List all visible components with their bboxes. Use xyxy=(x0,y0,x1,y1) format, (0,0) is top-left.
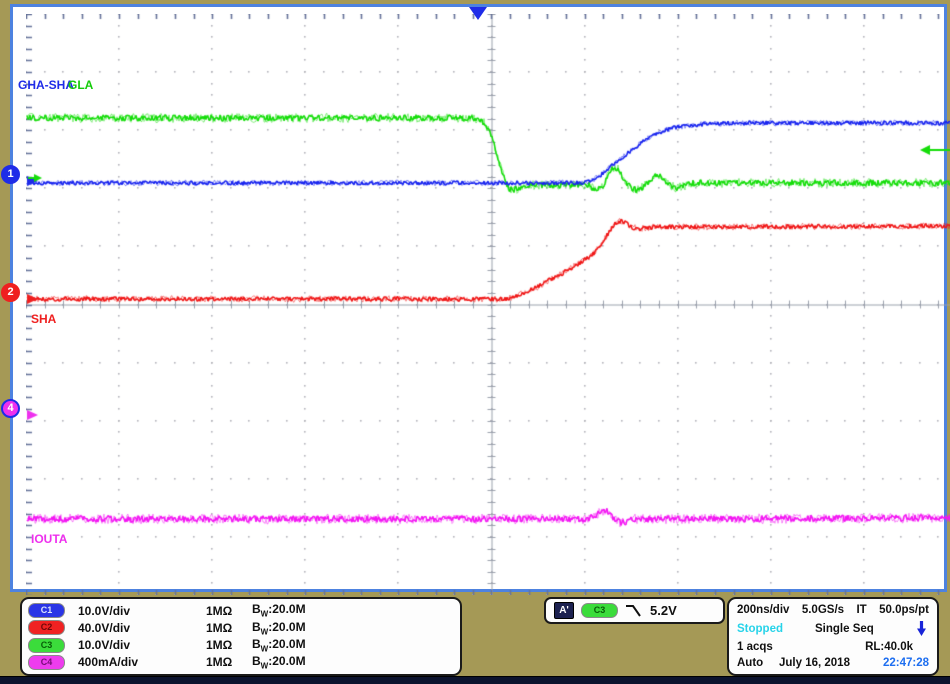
channel-4-readout[interactable]: C4 400mA/div 1MΩ BW:20.0M xyxy=(28,654,454,671)
channel-2-readout[interactable]: C2 40.0V/div 1MΩ BW:20.0M xyxy=(28,620,454,636)
channel-3-impedance: 1MΩ xyxy=(206,638,233,653)
channel-3-readout[interactable]: C3 10.0V/div 1MΩ BW:20.0M xyxy=(28,637,454,653)
trace-label-gha-sha: GHA-SHA xyxy=(18,78,74,92)
sample-resolution: 50.0ps/pt xyxy=(879,604,929,616)
channel-2-impedance: 1MΩ xyxy=(206,620,233,635)
sampling-mode: IT xyxy=(856,604,867,616)
channel-1-bandwidth: BW:20.0M xyxy=(252,602,306,619)
channel-2-position-marker[interactable]: 2 xyxy=(1,283,20,302)
trigger-readout-box[interactable]: A' C3 5.2V xyxy=(544,597,725,624)
channel-2-badge[interactable]: C2 xyxy=(28,620,65,636)
trigger-mode: Auto xyxy=(737,657,764,669)
channel-1-readout[interactable]: C1 10.0V/div 1MΩ BW:20.0M xyxy=(28,602,454,619)
vertical-readout-box: C1 10.0V/div 1MΩ BW:20.0M C2 40.0V/div 1… xyxy=(20,597,462,676)
channel-2-scale: 40.0V/div xyxy=(78,620,131,635)
timebase-readout[interactable]: 200ns/div 5.0GS/s IT 50.0ps/pt xyxy=(737,604,929,616)
waveform-display xyxy=(26,14,950,595)
channel-1-scale: 10.0V/div xyxy=(78,603,131,618)
trigger-source-badge[interactable]: C3 xyxy=(581,603,618,618)
channel-3-bandwidth: BW:20.0M xyxy=(252,636,306,654)
channel-4-position-marker[interactable]: 4 xyxy=(1,399,20,418)
trigger-a-badge: A' xyxy=(554,602,574,619)
falling-edge-icon xyxy=(626,605,641,617)
acquisition-count-row: 1 acqs RL:40.0k xyxy=(737,641,929,653)
trigger-mode-row: Auto July 16, 2018 22:47:28 xyxy=(737,657,929,669)
channel-4-impedance: 1MΩ xyxy=(206,655,233,670)
trace-label-sha: SHA xyxy=(31,312,57,326)
channel-1-position-marker[interactable]: 1 xyxy=(1,165,20,184)
arrow-down-icon xyxy=(917,621,926,636)
graticule-screen xyxy=(10,4,950,595)
date-label: July 16, 2018 xyxy=(779,657,850,669)
trigger-level-value: 5.2V xyxy=(650,603,677,618)
trace-label-iouta: IOUTA xyxy=(31,532,68,546)
trace-label-gla: GLA xyxy=(68,78,94,92)
acquisition-readout-box: 200ns/div 5.0GS/s IT 50.0ps/pt Stopped S… xyxy=(727,597,939,676)
clock-time: 22:47:28 xyxy=(882,657,929,669)
channel-4-scale: 400mA/div xyxy=(78,655,139,670)
timebase-scale: 200ns/div xyxy=(737,604,790,616)
bottom-taskbar-strip xyxy=(0,676,950,684)
channel-1-impedance: 1MΩ xyxy=(206,603,233,618)
acquisition-status: Stopped xyxy=(737,622,783,635)
record-length: RL:40.0k xyxy=(865,641,913,653)
channel-3-badge[interactable]: C3 xyxy=(28,637,65,653)
channel-1-badge[interactable]: C1 xyxy=(28,603,65,619)
channel-3-scale: 10.0V/div xyxy=(78,638,131,653)
acquisition-count: 1 acqs xyxy=(737,641,773,653)
channel-4-badge[interactable]: C4 xyxy=(28,654,65,670)
sample-rate: 5.0GS/s xyxy=(801,604,845,616)
acquisition-status-row: Stopped Single Seq xyxy=(737,620,929,637)
trigger-position-marker[interactable] xyxy=(469,7,487,20)
channel-4-bandwidth: BW:20.0M xyxy=(252,654,306,671)
channel-2-bandwidth: BW:20.0M xyxy=(252,619,306,637)
acquisition-mode: Single Seq xyxy=(815,622,874,635)
